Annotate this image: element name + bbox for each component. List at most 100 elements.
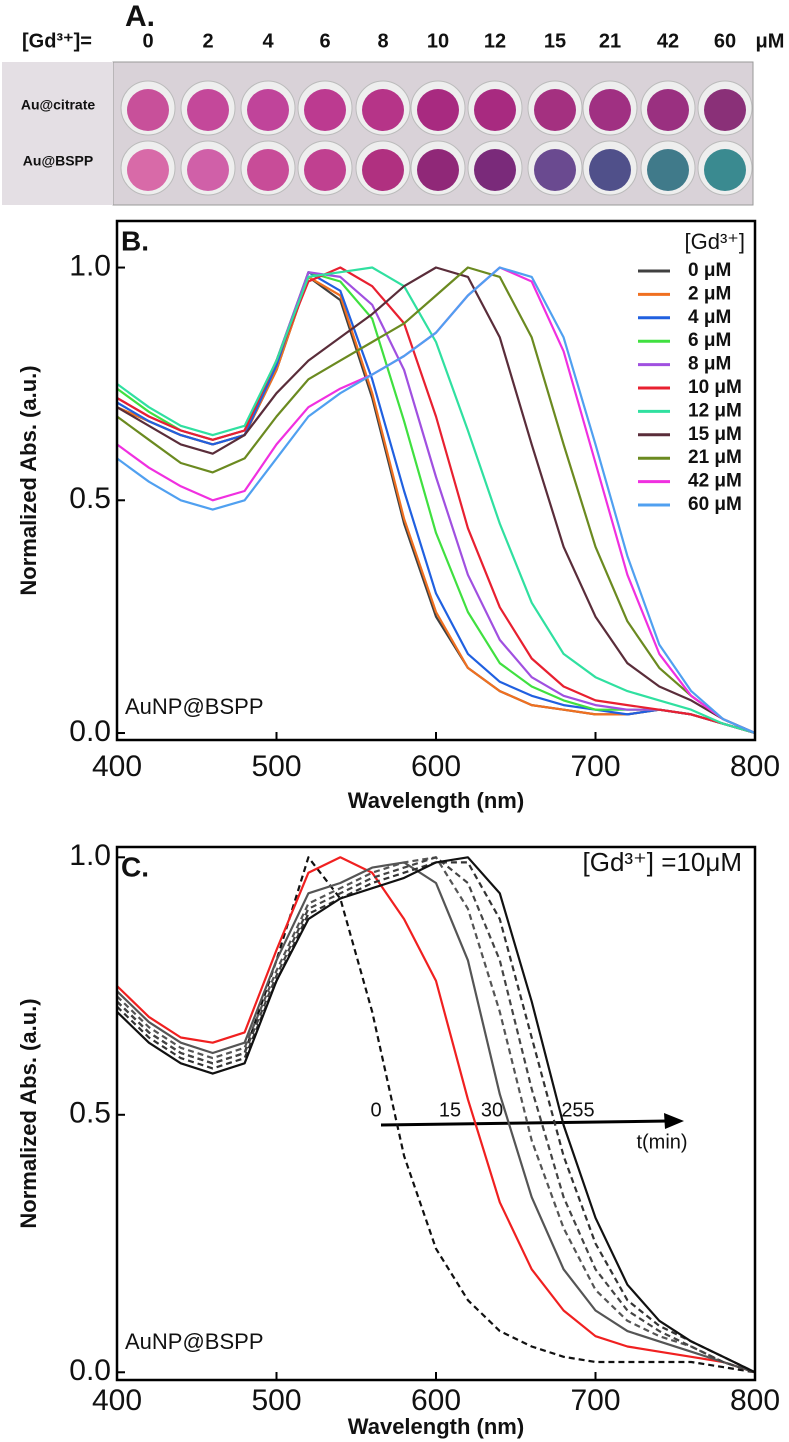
legend-title: [Gd³⁺] [684, 229, 745, 254]
series-line [116, 856, 756, 1374]
arrow-head [664, 1113, 684, 1129]
legend-label: 6 μM [688, 330, 731, 351]
legend-label: 60 μM [688, 494, 742, 515]
y-tick-label: 1.0 [69, 249, 111, 282]
series-line [116, 266, 756, 735]
row-label: Au@citrate [21, 97, 96, 113]
x-tick-label: 500 [251, 750, 301, 783]
well-liquid [127, 89, 169, 131]
conc-label: 42 [657, 30, 679, 52]
well-liquid [417, 149, 459, 191]
x-tick-label: 400 [92, 750, 142, 783]
y-tick-label: 1.0 [69, 839, 111, 872]
series-line [116, 266, 756, 735]
well-liquid [127, 149, 169, 191]
legend-label: 15 μM [688, 424, 742, 445]
well-liquid [534, 89, 576, 131]
y-tick-label: 0.0 [69, 1354, 111, 1387]
series-line [116, 266, 756, 735]
x-tick-label: 800 [730, 1384, 780, 1417]
well-liquid [474, 89, 516, 131]
series-line [116, 271, 756, 735]
row-label: Au@BSPP [23, 153, 93, 169]
well-liquid [247, 89, 289, 131]
well-liquid [417, 89, 459, 131]
panel-label: A. [125, 0, 155, 33]
conc-header: [Gd³⁺]= [22, 30, 92, 52]
x-tick-label: 400 [92, 1384, 142, 1417]
well-liquid [704, 89, 746, 131]
well-liquid [362, 149, 404, 191]
well-liquid [474, 149, 516, 191]
wells [120, 80, 753, 196]
well-liquid [362, 89, 404, 131]
time-label: 15 [439, 1099, 461, 1121]
conc-label: 4 [262, 30, 274, 52]
well-liquid [187, 149, 229, 191]
series-line [116, 266, 756, 735]
conc-unit: μM [756, 30, 785, 52]
series-line [116, 861, 756, 1374]
y-axis-title: Normalized Abs. (a.u.) [16, 365, 41, 595]
legend-label: 10 μM [688, 377, 742, 398]
y-tick-label: 0.5 [69, 1097, 111, 1130]
conc-label: 8 [377, 30, 388, 52]
series-line [116, 856, 756, 1374]
conc-label: 21 [599, 30, 621, 52]
well-liquid [247, 149, 289, 191]
legend-label: 2 μM [688, 283, 731, 304]
time-label: 255 [561, 1099, 594, 1121]
well-liquid [647, 89, 689, 131]
x-tick-label: 600 [411, 1384, 461, 1417]
time-arrow [380, 1119, 669, 1127]
x-axis-title: Wavelength (nm) [348, 788, 524, 813]
legend-label: 21 μM [688, 447, 742, 468]
conc-label: 12 [484, 30, 506, 52]
legend-label: 4 μM [688, 307, 731, 328]
legend-label: 8 μM [688, 354, 731, 375]
conc-label: 2 [202, 30, 213, 52]
well-liquid [589, 89, 631, 131]
x-tick-label: 600 [411, 750, 461, 783]
x-tick-label: 700 [570, 750, 620, 783]
series-line [116, 856, 756, 1374]
x-tick-label: 500 [251, 1384, 301, 1417]
well-liquid [187, 89, 229, 131]
series-line [116, 266, 756, 735]
well-liquid [304, 89, 346, 131]
x-axis-title: Wavelength (nm) [348, 1414, 524, 1439]
well-liquid [704, 149, 746, 191]
y-tick-label: 0.5 [69, 482, 111, 515]
y-tick-label: 0.0 [69, 715, 111, 748]
y-axis-title: Normalized Abs. (a.u.) [16, 998, 41, 1228]
well-liquid [647, 149, 689, 191]
time-axis-label: t(min) [636, 1131, 687, 1153]
plate-edge [2, 62, 113, 205]
x-tick-label: 800 [730, 750, 780, 783]
conc-label: 60 [714, 30, 736, 52]
sample-label: AuNP@BSPP [125, 1329, 264, 1354]
condition-label: [Gd³⁺] =10μM [583, 847, 742, 877]
series-line [116, 266, 756, 735]
x-tick-label: 700 [570, 1384, 620, 1417]
legend-label: 0 μM [688, 260, 731, 281]
plot-frame [115, 845, 757, 1382]
well-liquid [589, 149, 631, 191]
conc-label: 6 [319, 30, 330, 52]
well-liquid [534, 149, 576, 191]
legend-label: 12 μM [688, 400, 742, 421]
legend-label: 42 μM [688, 471, 742, 492]
time-label: 0 [370, 1099, 381, 1121]
sample-label: AuNP@BSPP [125, 694, 264, 719]
conc-label: 15 [544, 30, 566, 52]
conc-label: 0 [142, 30, 153, 52]
series-line [116, 856, 756, 1374]
panel-label: B. [121, 225, 149, 256]
panel-label: C. [121, 851, 149, 882]
well-liquid [304, 149, 346, 191]
time-label: 30 [481, 1099, 503, 1121]
series-line [116, 856, 756, 1374]
conc-label: 10 [427, 30, 449, 52]
